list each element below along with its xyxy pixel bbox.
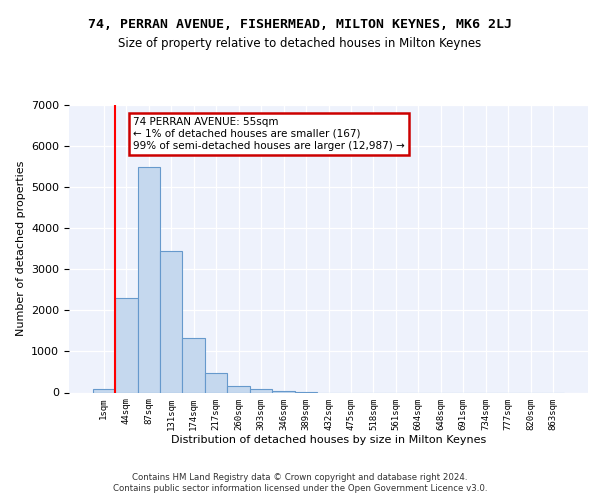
Bar bbox=[250, 389, 272, 392]
Bar bbox=[205, 373, 227, 392]
Bar bbox=[115, 298, 137, 392]
Text: Contains public sector information licensed under the Open Government Licence v3: Contains public sector information licen… bbox=[113, 484, 487, 493]
Bar bbox=[92, 389, 115, 392]
Text: 74, PERRAN AVENUE, FISHERMEAD, MILTON KEYNES, MK6 2LJ: 74, PERRAN AVENUE, FISHERMEAD, MILTON KE… bbox=[88, 18, 512, 30]
Bar bbox=[137, 168, 160, 392]
Bar bbox=[272, 390, 295, 392]
Text: 74 PERRAN AVENUE: 55sqm
← 1% of detached houses are smaller (167)
99% of semi-de: 74 PERRAN AVENUE: 55sqm ← 1% of detached… bbox=[133, 118, 405, 150]
X-axis label: Distribution of detached houses by size in Milton Keynes: Distribution of detached houses by size … bbox=[171, 435, 486, 445]
Y-axis label: Number of detached properties: Number of detached properties bbox=[16, 161, 26, 336]
Text: Size of property relative to detached houses in Milton Keynes: Size of property relative to detached ho… bbox=[118, 38, 482, 51]
Bar bbox=[182, 338, 205, 392]
Text: Contains HM Land Registry data © Crown copyright and database right 2024.: Contains HM Land Registry data © Crown c… bbox=[132, 472, 468, 482]
Bar bbox=[160, 251, 182, 392]
Bar bbox=[227, 386, 250, 392]
